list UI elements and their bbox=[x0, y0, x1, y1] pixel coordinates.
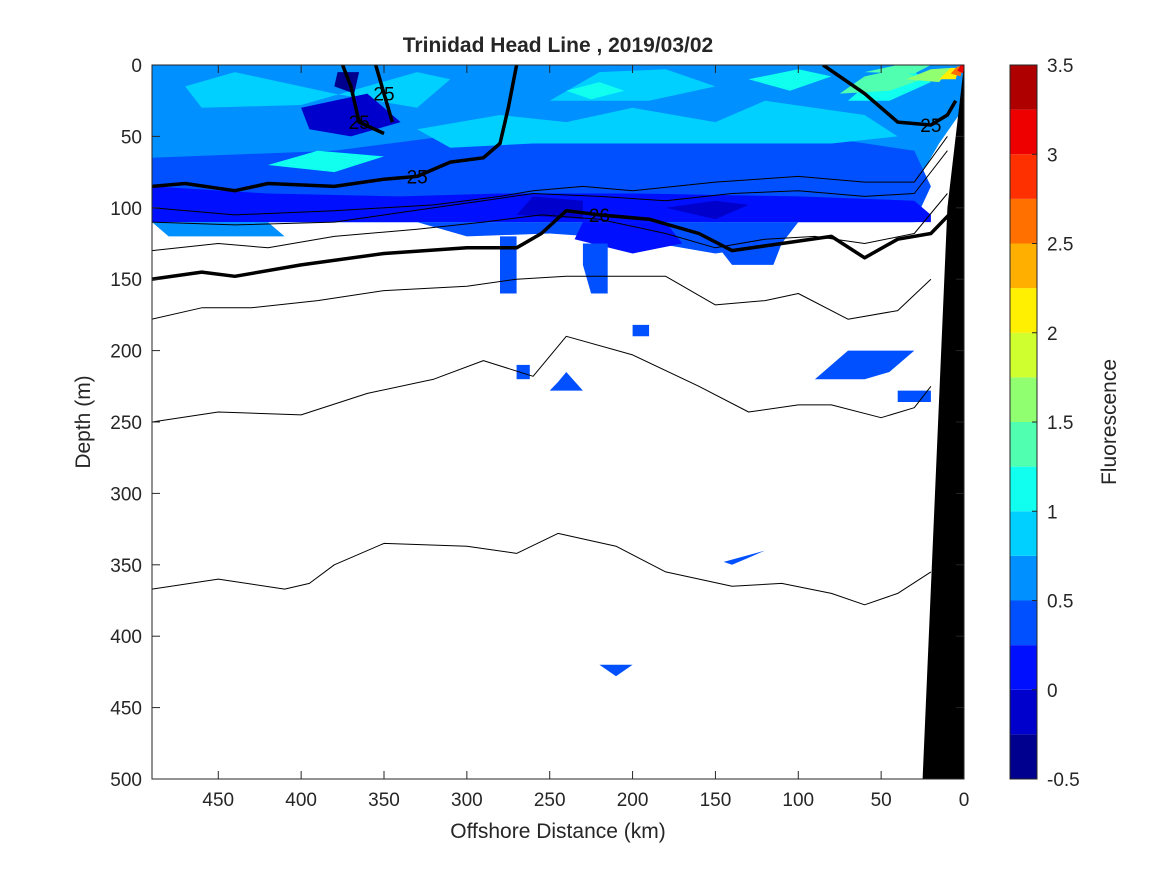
y-tick-label-150: 150 bbox=[110, 270, 142, 291]
fluorescence-region-21 bbox=[417, 222, 799, 254]
y-tick-label-300: 300 bbox=[110, 484, 142, 505]
fluorescence-region-27 bbox=[516, 364, 530, 380]
density-contour-25-2 bbox=[374, 65, 394, 123]
y-tick-label-450: 450 bbox=[110, 699, 142, 720]
colorbar-segment-0 bbox=[1010, 734, 1037, 779]
x-tick-label-100: 100 bbox=[782, 790, 814, 811]
fluorescence-region-20 bbox=[152, 222, 285, 237]
y-tick-label-500: 500 bbox=[110, 770, 142, 791]
contour-label-0: 25 bbox=[407, 167, 428, 188]
fluorescence-region-7 bbox=[748, 69, 832, 91]
x-tick-label-150: 150 bbox=[700, 790, 732, 811]
fluorescence-region-30 bbox=[897, 390, 931, 402]
density-contour-26-4 bbox=[152, 206, 957, 281]
y-tick-label-200: 200 bbox=[110, 342, 142, 363]
colorbar-segment-10 bbox=[1010, 288, 1037, 333]
colorbar-segment-11 bbox=[1010, 243, 1037, 289]
seafloor-wedge bbox=[922, 65, 964, 779]
fluorescence-region-18 bbox=[665, 200, 749, 220]
colorbar-tick-label-2: 2 bbox=[1047, 324, 1058, 345]
x-tick-label-200: 200 bbox=[617, 790, 649, 811]
colorbar bbox=[1010, 65, 1037, 779]
density-contour-25-3 bbox=[822, 65, 958, 127]
density-contour-25-1 bbox=[340, 65, 385, 136]
fluorescence-region-32 bbox=[599, 664, 633, 677]
colorbar-tick-label-0.5: 0.5 bbox=[1047, 592, 1073, 613]
density-contour-thin-10 bbox=[152, 532, 932, 606]
fluorescence-region-16 bbox=[301, 93, 401, 137]
fluorescence-region-23 bbox=[500, 236, 517, 294]
density-contour-thin-9 bbox=[152, 335, 932, 423]
colorbar-tick-label-1.5: 1.5 bbox=[1047, 413, 1073, 434]
density-contour-thin-8 bbox=[152, 275, 932, 320]
colorbar-segment-1 bbox=[1010, 689, 1037, 735]
contour-label-1: 25 bbox=[349, 113, 370, 134]
y-axis-ticks: 0 50 100 150 200 250 300 350 400 450 500 bbox=[110, 56, 964, 791]
colorbar-segment-2 bbox=[1010, 645, 1037, 690]
colorbar-segment-15 bbox=[1010, 65, 1037, 110]
colorbar-ticks: -0.5 0 0.5 1 1.5 2 2.5 3 3.5 bbox=[1032, 56, 1080, 791]
colorbar-tick-label-2.5: 2.5 bbox=[1047, 235, 1073, 256]
x-tick-label-250: 250 bbox=[534, 790, 566, 811]
colorbar-segment-9 bbox=[1010, 332, 1037, 378]
colorbar-segment-13 bbox=[1010, 154, 1037, 199]
chart-title: Trinidad Head Line , 2019/03/02 bbox=[403, 34, 713, 57]
colorbar-segment-7 bbox=[1010, 422, 1037, 467]
contour-label-4: 26 bbox=[589, 206, 610, 227]
colorbar-tick-label-3: 3 bbox=[1047, 145, 1058, 166]
x-tick-label-300: 300 bbox=[451, 790, 483, 811]
colorbar-tick-label-0: 0 bbox=[1047, 681, 1058, 702]
y-axis-label: Depth (m) bbox=[72, 375, 95, 468]
colorbar-segment-4 bbox=[1010, 555, 1037, 601]
x-tick-label-350: 350 bbox=[368, 790, 400, 811]
colorbar-segment-5 bbox=[1010, 511, 1037, 556]
fluorescence-region-9 bbox=[268, 150, 384, 173]
x-axis-label: Offshore Distance (km) bbox=[450, 820, 666, 843]
fluorescence-region-26 bbox=[632, 324, 650, 337]
colorbar-tick-label-1: 1 bbox=[1047, 502, 1058, 523]
colorbar-segment-6 bbox=[1010, 466, 1037, 512]
fluorescence-region-24 bbox=[582, 243, 608, 294]
fluorescence-region-29 bbox=[814, 350, 915, 380]
x-tick-label-450: 450 bbox=[202, 790, 234, 811]
fluorescence-region-4 bbox=[417, 100, 898, 148]
bathymetry bbox=[922, 65, 964, 779]
x-axis-ticks: 450 400 350 300 250 200 150 100 50 0 bbox=[202, 65, 969, 811]
density-contour-25-0 bbox=[152, 65, 519, 193]
density-contour-thin-5 bbox=[152, 136, 948, 216]
y-tick-label-0: 0 bbox=[131, 56, 142, 77]
fluorescence-region-31 bbox=[723, 550, 766, 565]
density-contours bbox=[152, 65, 958, 606]
fluorescence-region-12 bbox=[906, 67, 951, 83]
colorbar-label: Fluorescence bbox=[1098, 359, 1121, 485]
colorbar-tick-label-3.5: 3.5 bbox=[1047, 56, 1073, 77]
density-contour-thin-6 bbox=[152, 150, 948, 226]
colorbar-tick-label--0.5: -0.5 bbox=[1047, 770, 1080, 791]
x-tick-label-0: 0 bbox=[959, 790, 970, 811]
colorbar-segment-8 bbox=[1010, 377, 1037, 422]
colorbar-segment-14 bbox=[1010, 109, 1037, 155]
fluorescence-region-15 bbox=[957, 65, 964, 74]
y-tick-label-350: 350 bbox=[110, 556, 142, 577]
fluorescence-region-10 bbox=[839, 69, 923, 94]
contour-label-2: 25 bbox=[373, 85, 394, 106]
fluorescence-region-6 bbox=[566, 82, 625, 100]
x-tick-label-50: 50 bbox=[871, 790, 892, 811]
y-tick-label-100: 100 bbox=[110, 199, 142, 220]
fluorescence-region-28 bbox=[549, 372, 583, 391]
y-tick-label-400: 400 bbox=[110, 627, 142, 648]
density-contour-thin-7 bbox=[152, 193, 948, 252]
x-tick-label-400: 400 bbox=[285, 790, 317, 811]
y-tick-label-50: 50 bbox=[121, 127, 142, 148]
colorbar-segment-3 bbox=[1010, 600, 1037, 646]
y-tick-label-250: 250 bbox=[110, 413, 142, 434]
fluorescence-region-17 bbox=[516, 196, 583, 220]
colorbar-segment-12 bbox=[1010, 198, 1037, 244]
contour-label-3: 25 bbox=[920, 116, 941, 137]
